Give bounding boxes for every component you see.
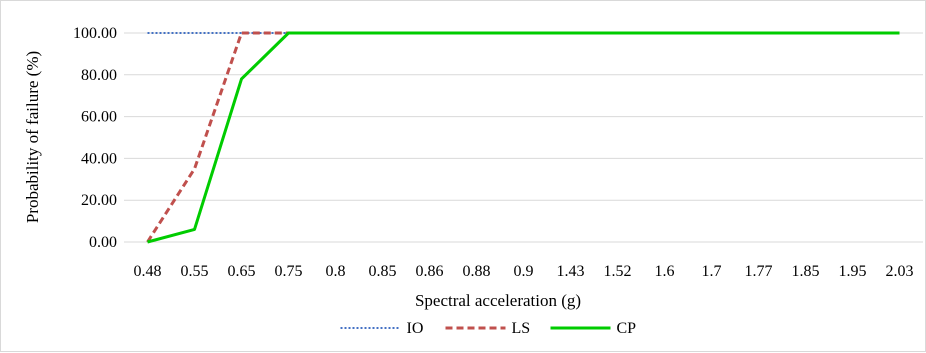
series-lines (146, 31, 900, 244)
y-tick-label: 80.00 (81, 67, 117, 84)
x-tick-label: 1.6 (655, 263, 675, 280)
x-tick-label: 0.9 (514, 263, 534, 280)
gridlines (124, 32, 923, 243)
x-tick-label: 0.88 (463, 263, 491, 280)
legend-label-io: IO (407, 320, 424, 337)
x-tick-label: 0.48 (134, 263, 162, 280)
x-tick-label: 1.7 (702, 263, 722, 280)
legend-label-cp: CP (617, 320, 637, 337)
x-tick-label: 0.55 (181, 263, 209, 280)
x-tick-label: 1.85 (792, 263, 820, 280)
x-tick-label: 0.8 (326, 263, 346, 280)
y-tick-label: 0.00 (89, 234, 117, 251)
x-tick-label: 0.85 (369, 263, 397, 280)
x-axis-title: Spectral acceleration (g) (415, 291, 581, 310)
x-tick-label: 0.86 (416, 263, 444, 280)
legend: IO LS CP (340, 320, 637, 337)
y-tick-label: 40.00 (81, 150, 117, 167)
series-line-ls (146, 31, 900, 243)
x-tick-label: 1.77 (745, 263, 773, 280)
legend-label-ls: LS (512, 320, 531, 337)
y-axis-title: Probability of failure (%) (23, 51, 42, 223)
x-axis-ticks: 0.48 0.55 0.65 0.75 0.8 0.85 0.86 0.88 0.9 1.43 1.… (134, 263, 914, 280)
y-tick-label: 20.00 (81, 192, 117, 209)
x-tick-label: 0.65 (228, 263, 256, 280)
x-tick-label: 1.52 (604, 263, 632, 280)
x-tick-label: 2.03 (886, 263, 914, 280)
y-tick-label: 100.00 (73, 25, 117, 42)
x-tick-label: 0.75 (275, 263, 303, 280)
y-axis-ticks: 0.00 20.00 40.00 60.00 80.00 100.00 (73, 25, 117, 251)
series-line-cp (147, 31, 900, 244)
x-tick-label: 1.95 (839, 263, 867, 280)
x-tick-label: 1.43 (557, 263, 585, 280)
y-tick-label: 60.00 (81, 109, 117, 126)
